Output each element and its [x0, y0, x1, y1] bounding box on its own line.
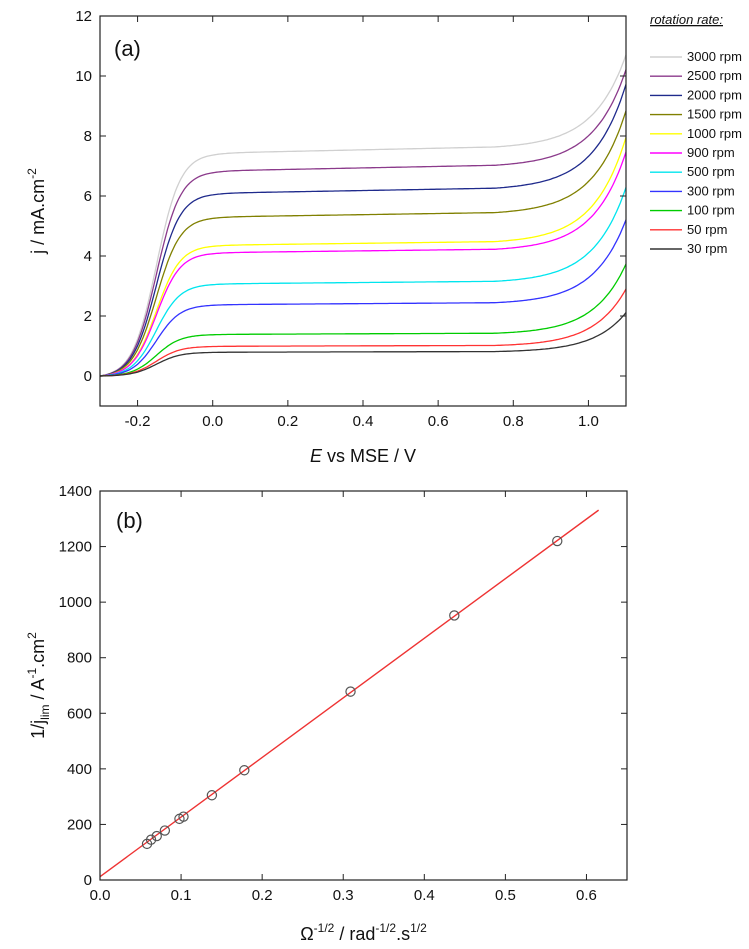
- legend-label-300-rpm: 300 rpm: [687, 183, 735, 198]
- panel-b-y-axis-title-unit2: .cm: [28, 639, 48, 668]
- data-point-7: [206, 790, 218, 801]
- curve-1000-rpm: [100, 137, 626, 377]
- panel-b-x-tick-label: 0.0: [90, 887, 111, 904]
- panel-b-x-axis-title-sup1: -1/2: [314, 921, 335, 935]
- legend-title: rotation rate:: [650, 12, 723, 27]
- data-point-10: [449, 610, 460, 621]
- panel-a-frame: [99, 15, 627, 407]
- panel-b-x-tick-label: 0.3: [333, 887, 354, 904]
- panel-b-y-axis-title-sub: lim: [38, 705, 52, 720]
- fit-line: [99, 509, 600, 878]
- curve-30-rpm: [100, 312, 626, 377]
- panel-a-y-tick-label: 8: [84, 128, 92, 145]
- data-point-3: [151, 830, 162, 842]
- panel-b-x-axis-title-unit2: .s: [396, 924, 410, 944]
- panel-b-y-tick-label: 400: [67, 761, 92, 778]
- curve-2000-rpm: [100, 84, 626, 377]
- panel-b-x-axis-title-sup3: 1/2: [410, 921, 427, 935]
- data-point-6: [178, 811, 189, 822]
- legend-label-100-rpm: 100 rpm: [687, 203, 735, 218]
- panel-b-y-tick-label: 800: [67, 650, 92, 667]
- panel-a-y-axis-title-main: j / mA.cm: [28, 179, 48, 255]
- curve-100-rpm: [100, 263, 626, 377]
- panel-a-y-tick-label: 12: [75, 8, 92, 25]
- panel-b-x-tick-label: 0.6: [576, 887, 597, 904]
- data-point-11: [552, 535, 563, 547]
- panel-b-y-axis-title-sup1: -1: [25, 668, 39, 679]
- panel-b-y-tick-label: 1400: [59, 483, 92, 500]
- panel-a-x-tick-label: 0.2: [277, 413, 298, 430]
- panel-b-frame: [99, 490, 628, 881]
- panel-b-x-axis-title-unit: / rad: [334, 924, 375, 944]
- panel-a-tag: (a): [114, 36, 141, 61]
- panel-a-x-tick-label: 1.0: [578, 413, 599, 430]
- panel-b-y-tick-label: 600: [67, 705, 92, 722]
- curve-500-rpm: [100, 187, 626, 377]
- panel-a-y-tick-label: 0: [84, 368, 92, 385]
- legend-label-30-rpm: 30 rpm: [687, 241, 727, 256]
- panel-a-y-tick-label: 2: [84, 308, 92, 325]
- curve-300-rpm: [100, 219, 626, 377]
- panel-a-y-tick-label: 10: [75, 68, 92, 85]
- curve-1500-rpm: [100, 110, 626, 377]
- panel-b-x-axis-title: Ω-1/2 / rad-1/2.s1/2: [300, 921, 427, 944]
- panel-b-x-axis-title-sup2: -1/2: [375, 921, 396, 935]
- legend-label-1000-rpm: 1000 rpm: [687, 126, 742, 141]
- legend-label-2500-rpm: 2500 rpm: [687, 68, 742, 83]
- panel-a-x-axis-title: E vs MSE / V: [310, 446, 416, 466]
- panel-a-legend: rotation rate: 3000 rpm 2500 rpm 2000 rpm 1…: [650, 12, 742, 256]
- panel-b-x-tick-label: 0.2: [252, 887, 273, 904]
- panel-b-y-tick-label: 1200: [59, 539, 92, 556]
- data-point-9: [345, 686, 356, 697]
- panel-b-x-tick-label: 0.5: [495, 887, 516, 904]
- panel-a-x-axis-title-rest: vs MSE / V: [322, 446, 416, 466]
- curve-3000-rpm: [100, 54, 626, 377]
- panel-b-x-tick-label: 0.1: [171, 887, 192, 904]
- panel-a-y-axis-title: j / mA.cm-2: [25, 168, 48, 255]
- legend-label-500-rpm: 500 rpm: [687, 164, 735, 179]
- panel-a-y-tick-label: 4: [84, 248, 92, 265]
- panel-b-y-tick-label: 0: [84, 872, 92, 889]
- legend-label-900-rpm: 900 rpm: [687, 145, 735, 160]
- panel-a-x-tick-label: -0.2: [125, 413, 151, 430]
- panel-a-ticks: -0.2 0.0 0.2 0.4 0.6 0.8 1.0 0 2 4 6 8 10 12: [75, 8, 626, 430]
- panel-a-x-tick-label: 0.8: [503, 413, 524, 430]
- curve-900-rpm: [100, 151, 626, 377]
- panel-b-koutecky-levich: 0.0 0.1 0.2 0.3 0.4 0.5 0.6 0 200 400 600 800 1000 12…: [25, 483, 628, 944]
- panel-a-x-tick-label: 0.6: [428, 413, 449, 430]
- legend-label-2000-rpm: 2000 rpm: [687, 87, 742, 102]
- panel-b-y-axis-title-main: 1/j: [28, 720, 48, 739]
- panel-a-voltammogram: -0.2 0.0 0.2 0.4 0.6 0.8 1.0 0 2 4 6 8 10 12 (a) E vs…: [25, 8, 742, 466]
- data-point-8: [239, 765, 250, 776]
- legend-label-1500-rpm: 1500 rpm: [687, 107, 742, 122]
- curve-2500-rpm: [100, 69, 626, 377]
- panel-a-y-tick-label: 6: [84, 188, 92, 205]
- panel-b-y-tick-label: 1000: [59, 594, 92, 611]
- panel-a-y-axis-title-sup: -2: [25, 168, 39, 179]
- panel-b-x-axis-title-omega: Ω: [300, 924, 313, 944]
- data-point-2: [145, 834, 157, 845]
- panel-b-x-tick-label: 0.4: [414, 887, 435, 904]
- panel-a-curves: [100, 54, 626, 377]
- data-point-4: [159, 825, 171, 836]
- panel-b-plot-area: [99, 509, 600, 878]
- curve-50-rpm: [100, 288, 626, 377]
- panel-b-y-axis-title: 1/jlim / A-1.cm2: [25, 632, 52, 739]
- panel-b-y-axis-title-sup2: 2: [25, 632, 39, 639]
- panel-b-tag: (b): [116, 508, 143, 533]
- panel-b-y-tick-label: 200: [67, 816, 92, 833]
- legend-label-50-rpm: 50 rpm: [687, 222, 727, 237]
- panel-a-x-axis-title-symbol: E: [310, 446, 323, 466]
- panel-b-ticks: 0.0 0.1 0.2 0.3 0.4 0.5 0.6 0 200 400 600 800 1000 12…: [59, 483, 627, 904]
- panel-a-x-tick-label: 0.0: [202, 413, 223, 430]
- panel-b-y-axis-title-unit: / A: [28, 679, 48, 705]
- legend-label-3000-rpm: 3000 rpm: [687, 49, 742, 64]
- panel-a-x-tick-label: 0.4: [353, 413, 374, 430]
